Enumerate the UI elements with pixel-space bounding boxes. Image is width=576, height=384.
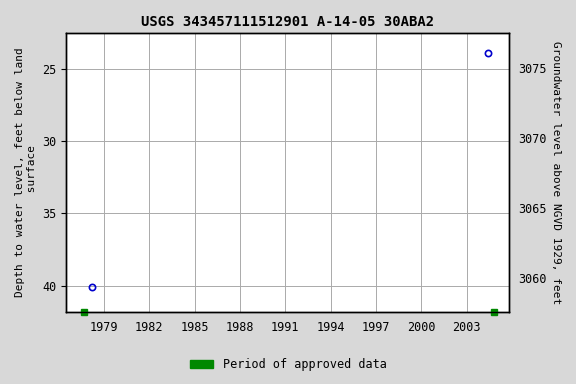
Legend: Period of approved data: Period of approved data [185,354,391,376]
Y-axis label: Groundwater level above NGVD 1929, feet: Groundwater level above NGVD 1929, feet [551,41,561,304]
Y-axis label: Depth to water level, feet below land
 surface: Depth to water level, feet below land su… [15,48,37,297]
Title: USGS 343457111512901 A-14-05 30ABA2: USGS 343457111512901 A-14-05 30ABA2 [141,15,434,29]
